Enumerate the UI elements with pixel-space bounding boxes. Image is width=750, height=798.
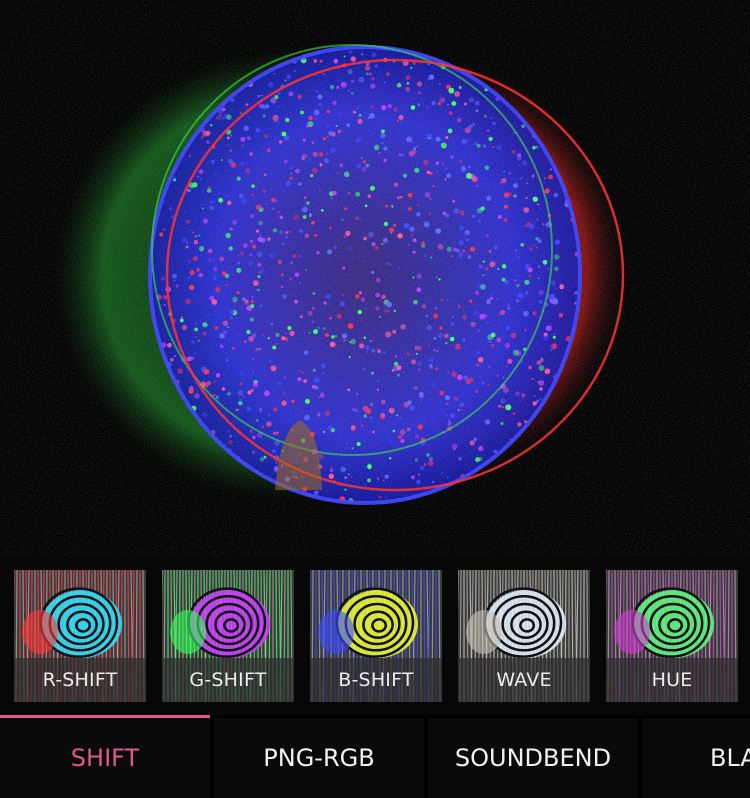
filter-thumb-wave[interactable]: WAVE (458, 570, 590, 702)
tab-soundbend[interactable]: SOUNDBEND (428, 718, 638, 798)
filter-thumb-label: G-SHIFT (162, 658, 294, 702)
rgb-split-shell-image (0, 0, 750, 555)
image-preview[interactable] (0, 0, 750, 555)
filter-thumbnail-strip[interactable]: R-SHIFT G-SHIFT B-SHIFT WAVE HUE (0, 555, 750, 715)
filter-thumb-label: B-SHIFT (310, 658, 442, 702)
effect-category-tabs: SHIFT PNG-RGB SOUNDBEND BLA (0, 715, 750, 798)
filter-thumb-r-shift[interactable]: R-SHIFT (14, 570, 146, 702)
tab-bla[interactable]: BLA (642, 718, 750, 798)
filter-thumb-label: R-SHIFT (14, 658, 146, 702)
tab-shift[interactable]: SHIFT (0, 715, 210, 798)
filter-thumb-b-shift[interactable]: B-SHIFT (310, 570, 442, 702)
filter-thumb-label: HUE (606, 658, 738, 702)
filter-thumb-label: WAVE (458, 658, 590, 702)
filter-thumb-g-shift[interactable]: G-SHIFT (162, 570, 294, 702)
filter-thumb-hue[interactable]: HUE (606, 570, 738, 702)
tab-png-rgb[interactable]: PNG-RGB (214, 718, 424, 798)
